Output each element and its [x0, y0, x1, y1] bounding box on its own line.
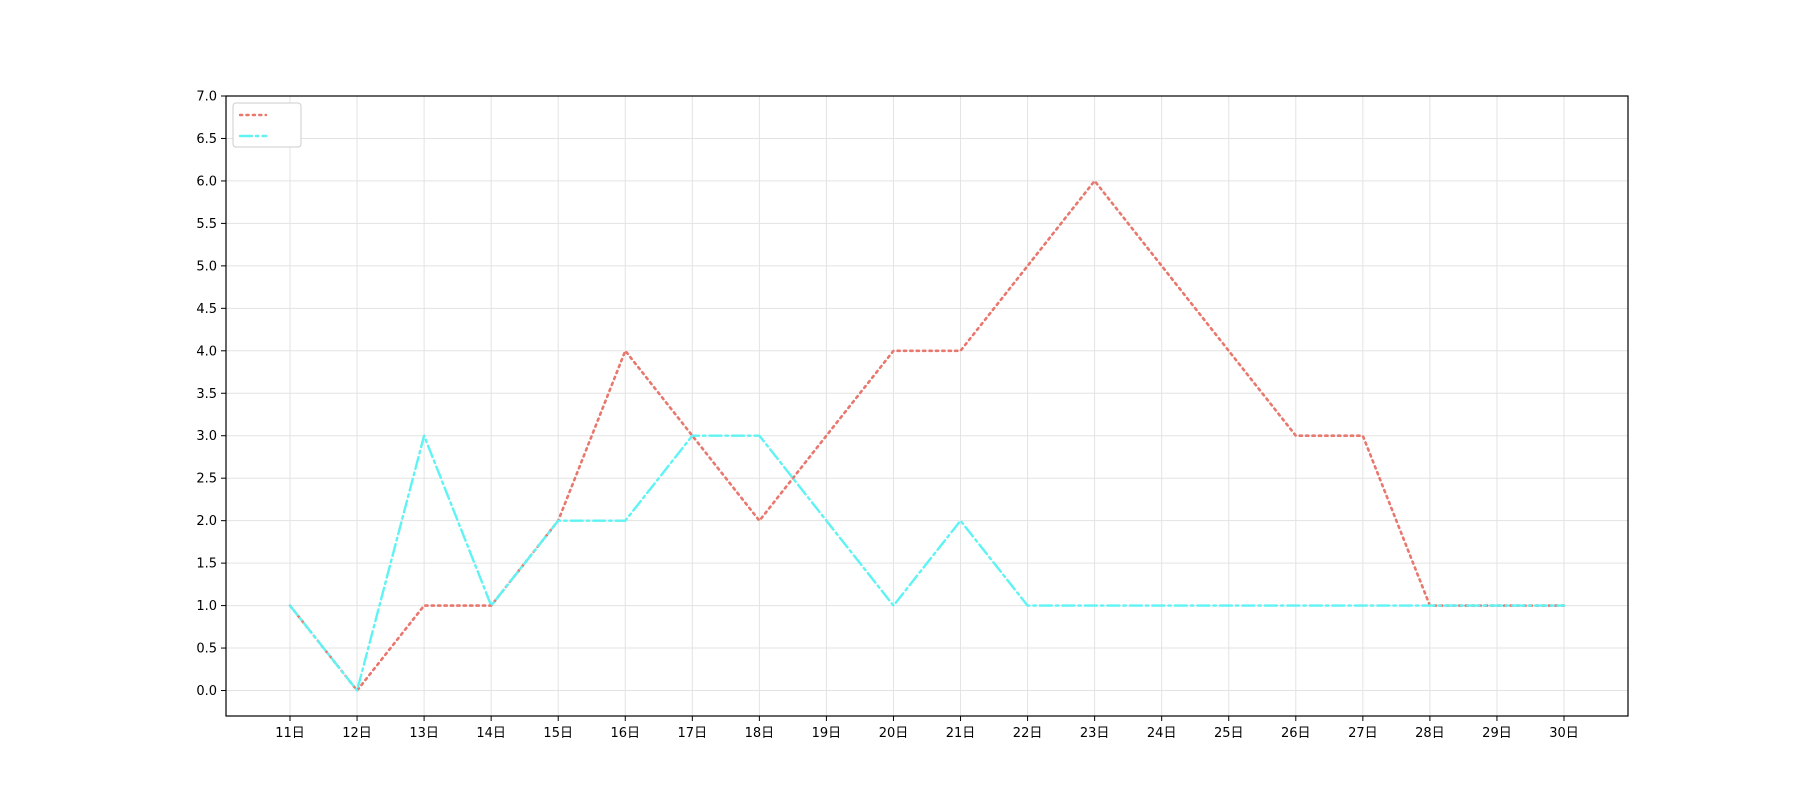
series-group [288, 179, 1566, 692]
y-tick-label: 7.0 [196, 90, 217, 105]
x-tick-label: 23日 [1080, 726, 1110, 741]
x-tick-label: 18日 [745, 726, 775, 741]
x-axis: 11日 12日 13日 14日 15日 16日 17日 18日 19日 20日 21日 22日 23日 2… [275, 716, 1579, 741]
x-tick-label: 24日 [1147, 726, 1177, 741]
y-tick-label: 6.0 [196, 174, 217, 189]
y-tick-label: 3.0 [196, 429, 217, 444]
y-tick-label: 4.0 [196, 344, 217, 359]
plot-frame [225, 95, 1629, 717]
y-tick-label: 5.5 [196, 217, 217, 232]
y-tick-label: 3.5 [196, 387, 217, 402]
grid [226, 95, 1628, 716]
legend [232, 102, 302, 148]
legend-box [232, 102, 302, 148]
y-tick-label: 1.0 [196, 599, 217, 614]
y-tick-label: 2.0 [196, 514, 217, 529]
x-tick-label: 12日 [342, 726, 372, 741]
x-tick-label: 27日 [1348, 726, 1378, 741]
x-tick-label: 17日 [678, 726, 708, 741]
x-tick-label: 30日 [1549, 726, 1579, 741]
y-tick-label: 1.5 [196, 557, 217, 572]
x-tick-label: 15日 [543, 726, 573, 741]
x-tick-label: 14日 [476, 726, 506, 741]
x-tick-label: 11日 [275, 726, 305, 741]
x-tick-label: 16日 [610, 726, 640, 741]
x-tick-label: 13日 [409, 726, 439, 741]
y-tick-label: 6.5 [196, 132, 217, 147]
y-axis: 0.0 0.5 1.0 1.5 2.0 2.5 3.0 3.5 4.0 4.5 5.0 5.5 6.0 6… [196, 90, 226, 699]
x-tick-label: 25日 [1214, 726, 1244, 741]
y-tick-label: 0.5 [196, 642, 217, 657]
x-tick-label: 20日 [879, 726, 909, 741]
y-tick-label: 5.0 [196, 259, 217, 274]
x-tick-label: 21日 [946, 726, 976, 741]
x-tick-label: 26日 [1281, 726, 1311, 741]
series-line-2 [288, 434, 1566, 692]
x-tick-label: 19日 [812, 726, 842, 741]
y-tick-label: 2.5 [196, 472, 217, 487]
y-tick-label: 4.5 [196, 302, 217, 317]
x-tick-label: 29日 [1482, 726, 1512, 741]
x-tick-label: 22日 [1013, 726, 1043, 741]
y-tick-label: 0.0 [196, 684, 217, 699]
x-tick-label: 28日 [1415, 726, 1445, 741]
